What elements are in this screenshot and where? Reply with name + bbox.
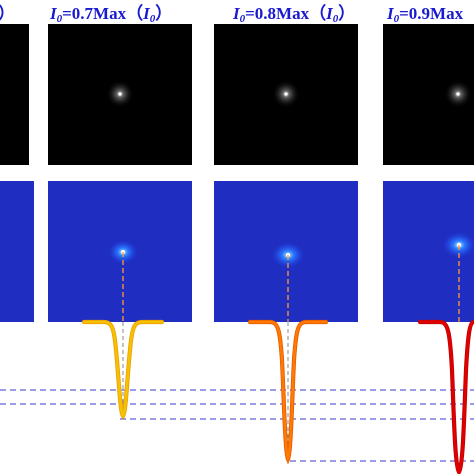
speckle-center-0-8 (284, 92, 288, 96)
profile-0-7 (81, 319, 165, 420)
center-guides (122, 245, 460, 460)
panel-0-9 (383, 24, 474, 322)
profile-curve-0-9 (418, 320, 474, 474)
label-0-8: I0=0.8Max（I0） (233, 4, 356, 25)
label-0-9: I0=0.9Max（ (387, 4, 474, 25)
speckle-center-0-7 (118, 92, 122, 96)
profile-0-9 (417, 319, 474, 474)
field-map-0-6 (0, 181, 34, 322)
profile-0-8 (247, 319, 329, 465)
label-0-6: ） (0, 4, 15, 24)
label-0-7: I0=0.7Max（I0） (50, 4, 173, 25)
level-guides (0, 389, 474, 462)
profile-curve-0-7 (82, 320, 164, 419)
panel-0-6 (0, 24, 34, 322)
speckle-center-0-9 (456, 92, 460, 96)
profile-curve-0-8 (248, 320, 328, 463)
speckle-image-0-6 (0, 24, 29, 165)
panel-0-8 (214, 24, 358, 322)
panel-0-7 (48, 24, 192, 322)
